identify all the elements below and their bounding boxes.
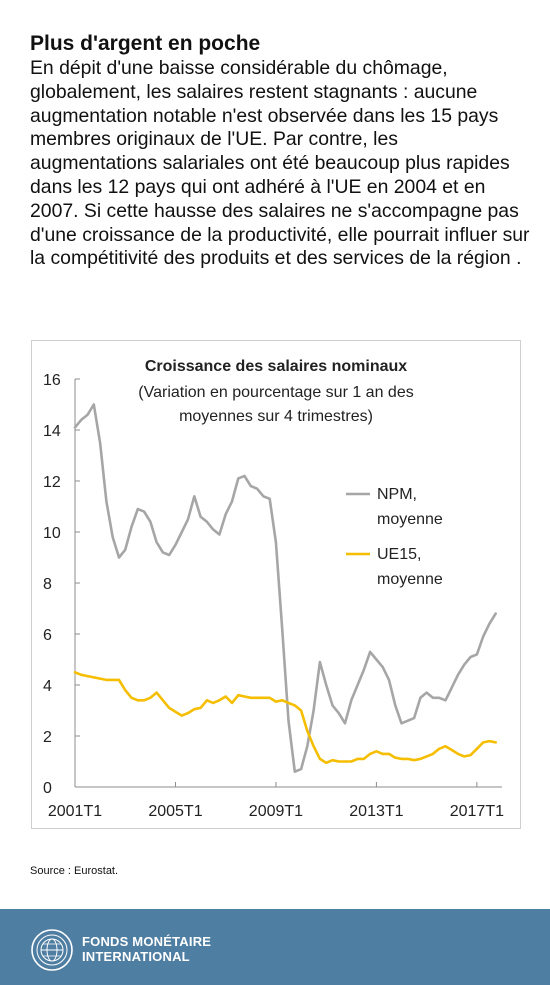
x-tick-label: 2001T1 — [48, 803, 102, 820]
x-tick-label: 2009T1 — [249, 803, 303, 820]
footer-bar: FONDS MONÉTAIRE INTERNATIONAL — [0, 909, 550, 985]
source-note: Source : Eurostat. — [30, 865, 119, 877]
series-line-1 — [73, 403, 498, 774]
imf-wordmark: FONDS MONÉTAIRE INTERNATIONAL — [82, 934, 211, 964]
y-tick-label: 6 — [43, 627, 52, 644]
org-name-line1: FONDS MONÉTAIRE — [82, 934, 212, 949]
chart-container: Croissance des salaires nominaux (Variati… — [31, 340, 521, 829]
y-tick-label: 14 — [43, 423, 61, 440]
legend-label-1-line2: moyenne — [377, 511, 443, 528]
x-tick-label: 2013T1 — [349, 803, 403, 820]
chart-title: Croissance des salaires nominaux — [145, 358, 407, 375]
series-line-2 — [73, 670, 498, 765]
chart-subtitle-line2: moyennes sur 4 trimestres) — [179, 408, 373, 425]
x-tick-label: 2005T1 — [148, 803, 202, 820]
org-name-line2: INTERNATIONAL — [82, 949, 190, 964]
x-tick-label: 2017T1 — [450, 803, 504, 820]
chart-subtitle-line1: (Variation en pourcentage sur 1 an des — [138, 384, 413, 401]
y-tick-label: 12 — [43, 474, 61, 491]
legend-label-1: NPM, — [377, 486, 417, 503]
wage-growth-chart: Croissance des salaires nominaux (Variati… — [43, 358, 504, 820]
y-tick-label: 0 — [43, 780, 52, 797]
y-tick-label: 8 — [43, 576, 52, 593]
y-tick-label: 2 — [43, 729, 52, 746]
imf-seal-icon — [31, 929, 73, 971]
y-tick-label: 10 — [43, 525, 61, 542]
y-tick-label: 16 — [43, 372, 61, 389]
legend-label-2: UE15, — [377, 546, 421, 563]
y-tick-label: 4 — [43, 678, 52, 695]
page-title: Plus d'argent en poche — [30, 32, 261, 55]
intro-text: En dépit d'une baisse considérable du ch… — [30, 57, 530, 270]
legend-label-2-line2: moyenne — [377, 571, 443, 588]
